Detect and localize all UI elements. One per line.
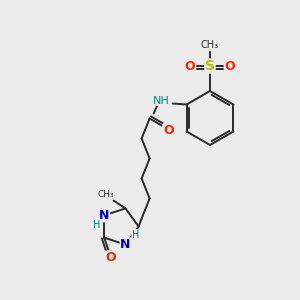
Text: S: S — [205, 59, 215, 73]
Text: O: O — [163, 124, 174, 137]
Text: O: O — [185, 59, 195, 73]
Text: N: N — [120, 238, 131, 251]
Text: H: H — [93, 220, 100, 230]
Text: O: O — [105, 251, 116, 264]
Text: CH₃: CH₃ — [201, 40, 219, 50]
Text: NH: NH — [153, 95, 170, 106]
Text: O: O — [225, 59, 235, 73]
Text: N: N — [99, 209, 110, 222]
Text: CH₃: CH₃ — [97, 190, 114, 199]
Text: H: H — [132, 230, 139, 240]
